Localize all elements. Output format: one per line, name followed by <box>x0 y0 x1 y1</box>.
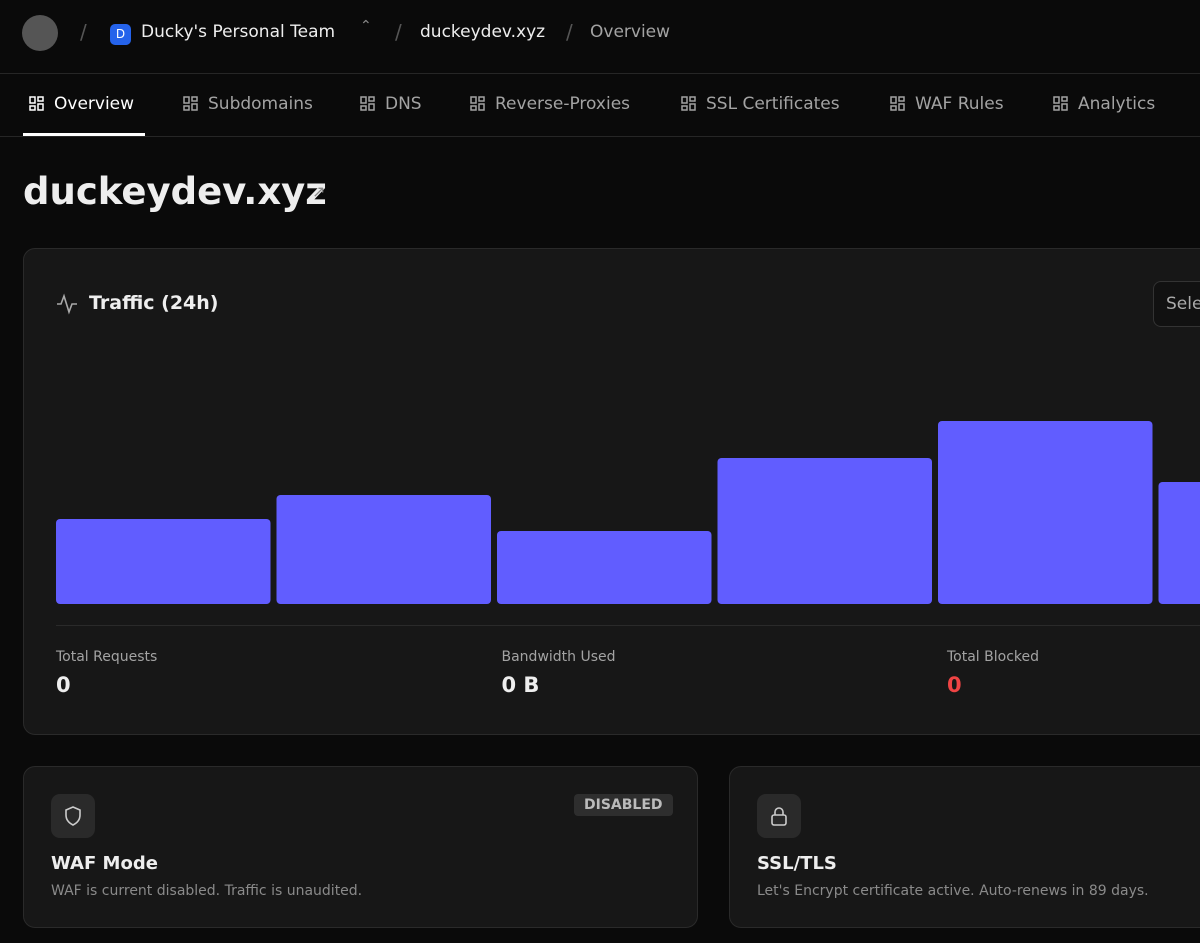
tabs: Overview Subdomains DNS Reverse-Proxies SSL … <box>0 74 1200 137</box>
ssl-card: SSL/TLS Let's Encrypt certificate active… <box>729 766 1200 928</box>
avatar[interactable] <box>22 15 58 51</box>
page-crumb: Overview <box>590 22 671 42</box>
tab[interactable]: Reverse-Proxies <box>469 94 630 114</box>
card-text: Let's Encrypt certificate active. Auto-r… <box>757 883 1149 899</box>
range-select[interactable]: Select <box>1153 281 1200 327</box>
waf-card: DISABLED WAF Mode WAF is current disable… <box>23 766 698 928</box>
card-text: WAF is current disabled. Traffic is unau… <box>51 883 363 899</box>
separator: / <box>566 20 573 44</box>
pulse-icon <box>57 293 77 315</box>
bar <box>1158 482 1200 604</box>
separator: / <box>80 20 87 44</box>
domain-crumb[interactable]: duckeydev.xyz <box>420 22 546 42</box>
stat-label: Bandwidth Used <box>501 649 616 665</box>
tab-label: SSL Certificates <box>706 94 840 114</box>
external-link-icon[interactable]: ↗ <box>312 182 326 201</box>
tab-label: WAF Rules <box>915 94 1004 114</box>
bar <box>276 495 491 604</box>
stat-label: Total Requests <box>56 649 158 665</box>
stat-value: 0 B <box>501 673 540 697</box>
card-title: WAF Mode <box>51 853 158 874</box>
traffic-chart <box>56 421 1200 604</box>
shield-icon <box>51 794 95 838</box>
lock-icon <box>757 794 801 838</box>
status-badge: DISABLED <box>574 794 673 816</box>
switcher-icon[interactable]: ⌃ <box>360 18 372 34</box>
active-underline <box>23 133 145 136</box>
tab-label: DNS <box>385 94 422 114</box>
tab-label: Subdomains <box>208 94 313 114</box>
tab[interactable]: WAF Rules <box>889 94 1004 114</box>
tab[interactable]: Subdomains <box>182 94 313 114</box>
stat-value: 0 <box>947 673 962 697</box>
tab-label: Reverse-Proxies <box>495 94 631 114</box>
bar <box>938 421 1153 604</box>
separator: / <box>395 20 402 44</box>
tab-label: Analytics <box>1078 94 1156 114</box>
traffic-title: Traffic (24h) <box>89 292 219 314</box>
tab[interactable]: Overview <box>28 94 134 114</box>
tab-label: Overview <box>54 94 135 114</box>
card-title: SSL/TLS <box>757 853 837 874</box>
stat-label: Total Blocked <box>947 649 1040 665</box>
bar <box>497 531 712 604</box>
stat-value: 0 <box>56 673 71 697</box>
team-initial: D <box>110 24 131 45</box>
tab[interactable]: Analytics <box>1052 94 1155 114</box>
bar <box>717 458 932 604</box>
top-bar: / D Ducky's Personal Team ⌃ / duckeydev.… <box>0 0 1200 74</box>
page-heading: duckeydev.xyz <box>23 170 327 213</box>
traffic-card: Traffic (24h) Select Total Requests 0 Band… <box>23 248 1200 735</box>
tab[interactable]: DNS <box>359 94 422 114</box>
team-name[interactable]: Ducky's Personal Team <box>141 22 336 42</box>
tab[interactable]: SSL Certificates <box>680 94 840 114</box>
bar <box>56 519 271 604</box>
divider <box>56 625 1200 626</box>
